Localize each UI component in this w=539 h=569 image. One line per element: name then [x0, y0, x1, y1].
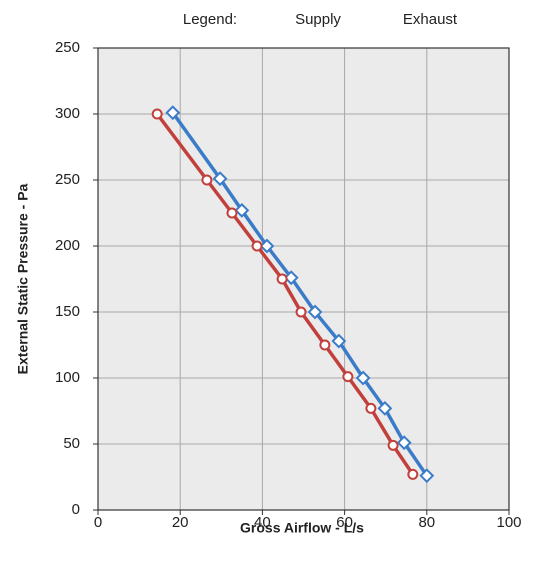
legend-label: Exhaust	[403, 11, 458, 28]
marker	[151, 108, 163, 120]
marker	[201, 174, 213, 186]
marker	[377, 400, 393, 416]
y-tick-label: 50	[63, 435, 80, 452]
x-tick-label: 80	[418, 514, 435, 531]
marker	[331, 333, 347, 349]
y-tick-label: 200	[55, 237, 80, 254]
marker	[307, 304, 323, 320]
marker	[319, 339, 331, 351]
legend-label: Supply	[295, 11, 341, 28]
marker	[396, 435, 412, 451]
y-tick-label: 0	[72, 501, 80, 518]
marker	[295, 306, 307, 318]
marker	[283, 270, 299, 286]
y-tick-label: 250	[55, 171, 80, 188]
marker	[276, 273, 288, 285]
x-axis-title: Gross Airflow - L/s	[240, 520, 364, 536]
plot-frame	[97, 47, 510, 511]
marker	[212, 171, 228, 187]
marker	[419, 468, 435, 484]
x-tick-label: 0	[94, 514, 102, 531]
marker	[259, 238, 275, 254]
marker	[251, 240, 263, 252]
y-tick-label: 100	[55, 369, 80, 386]
x-tick-label: 100	[496, 514, 521, 531]
x-tick-label: 60	[336, 514, 353, 531]
legend-title: Legend:	[183, 11, 237, 28]
marker	[234, 202, 250, 218]
marker	[355, 370, 371, 386]
marker	[387, 439, 399, 451]
y-tick-label: 250	[55, 39, 80, 56]
marker	[407, 468, 419, 480]
marker	[365, 402, 377, 414]
y-axis-title: External Static Pressure - Pa	[15, 183, 31, 374]
marker	[165, 105, 181, 121]
x-tick-label: 20	[172, 514, 189, 531]
x-tick-label: 40	[254, 514, 271, 531]
y-tick-label: 150	[55, 303, 80, 320]
y-tick-label: 300	[55, 105, 80, 122]
marker	[342, 371, 354, 383]
marker	[226, 207, 238, 219]
